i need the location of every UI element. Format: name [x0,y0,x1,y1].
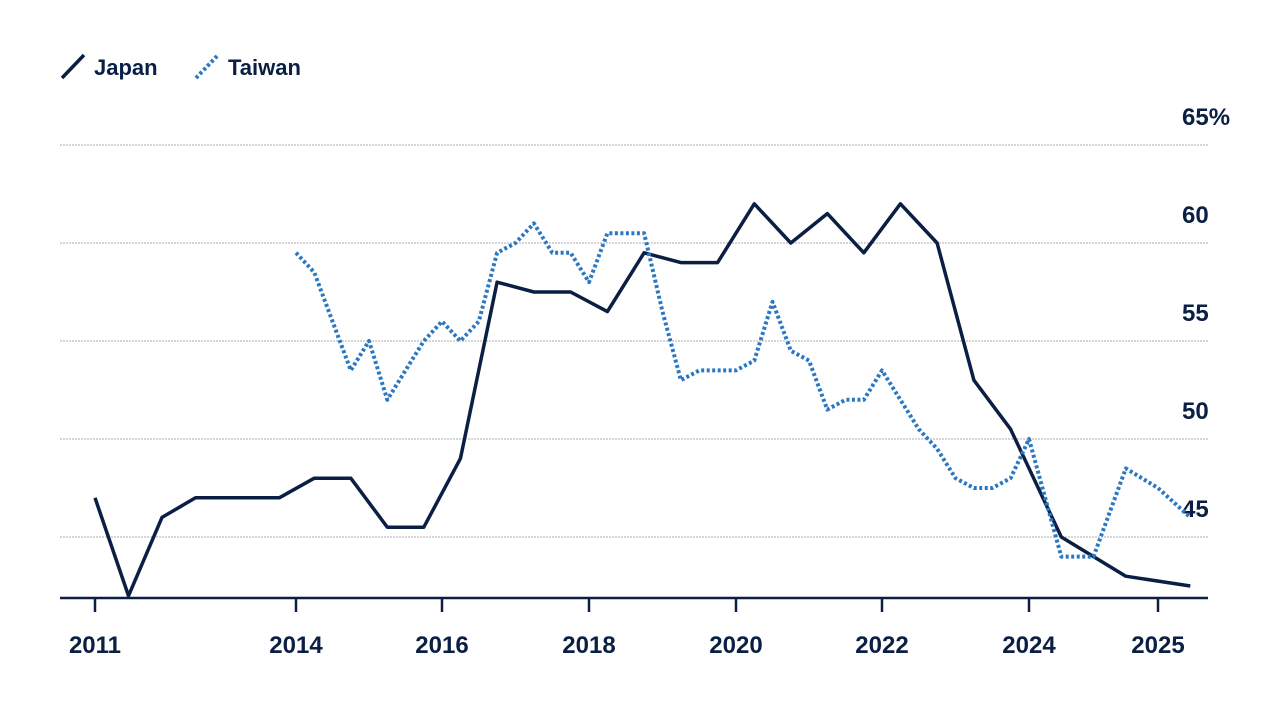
legend-label-japan: Japan [94,55,158,80]
x-tick-label: 2025 [1131,632,1184,659]
series-group [93,202,1192,598]
legend-label-taiwan: Taiwan [228,55,301,80]
y-tick-label: 50 [1182,398,1209,425]
y-tick-label: 60 [1182,202,1209,229]
series-line-japan [93,202,1191,598]
y-tick-label: 45 [1182,496,1209,523]
x-tick-label: 2018 [562,632,615,659]
x-axis-ticks: 2011 2014 2016 2018 2020 2022 2024 2025 [69,598,1185,659]
x-tick-label: 2016 [415,632,468,659]
gridlines [60,144,1208,538]
x-tick-label: 2022 [855,632,908,659]
x-tick-label: 2011 [69,632,121,659]
series-line-taiwan [294,221,1192,559]
y-tick-label: 65% [1182,104,1230,131]
y-axis-labels: 45 50 55 60 65% [1182,104,1230,523]
legend-swatch-taiwan [194,53,220,80]
legend: Japan Taiwan [60,53,301,80]
y-tick-label: 55 [1182,300,1209,327]
x-tick-label: 2024 [1002,632,1056,659]
x-tick-label: 2020 [709,632,762,659]
legend-swatch-japan [60,53,86,80]
x-tick-label: 2014 [269,632,323,659]
